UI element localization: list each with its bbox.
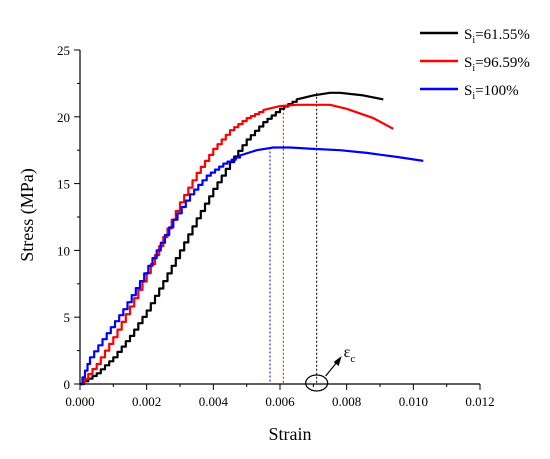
series-layer [80,91,424,386]
legend-label-main: S [464,27,472,43]
x-tick-label: 0.010 [399,394,428,409]
critical-strain-label: εc [344,344,356,365]
peak-marker-layer [269,92,318,384]
legend-label-tail: =61.55% [475,27,530,43]
series-line [80,146,424,386]
critical-strain-subscript: c [350,353,355,365]
y-tick-label: 10 [57,243,70,258]
legend-label: Si=96.59% [464,55,530,74]
x-tick-label: 0.002 [132,394,161,409]
legend-label-main: S [464,55,472,71]
y-tick-label: 0 [64,377,71,392]
x-axis-label: Strain [269,424,312,444]
x-tick-label: 0.012 [465,394,494,409]
series-line [80,103,394,386]
legend-label-tail: =96.59% [475,55,530,71]
legend: Si=61.55%Si=96.59%Si=100% [420,27,530,102]
axes-layer: 0.000 0.002 0.004 0.006 0.008 0.010 0.012 0 5 10 1… [57,43,495,409]
x-tick-label: 0.004 [199,394,229,409]
x-tick-label: 0.000 [65,394,94,409]
annotation-layer: εc [305,344,356,392]
x-tick-label: 0.008 [332,394,361,409]
y-tick-label: 20 [57,110,70,125]
y-tick-label: 5 [64,310,71,325]
critical-strain-symbol: ε [344,344,351,361]
y-tick-label: 15 [57,177,70,192]
legend-label: Si=100% [464,83,519,102]
y-axis-label: Stress (MPa) [17,168,38,262]
legend-label-subscript: i [472,63,475,74]
y-tick-label: 25 [57,43,70,58]
legend-label-tail: =100% [475,83,518,99]
legend-label: Si=61.55% [464,27,530,46]
critical-strain-circle [305,374,329,392]
legend-label-subscript: i [472,91,475,102]
annotation-arrow-head [333,356,342,366]
series-line [80,91,384,386]
legend-label-subscript: i [472,35,475,46]
x-tick-label: 0.006 [265,394,295,409]
legend-label-main: S [464,83,472,99]
